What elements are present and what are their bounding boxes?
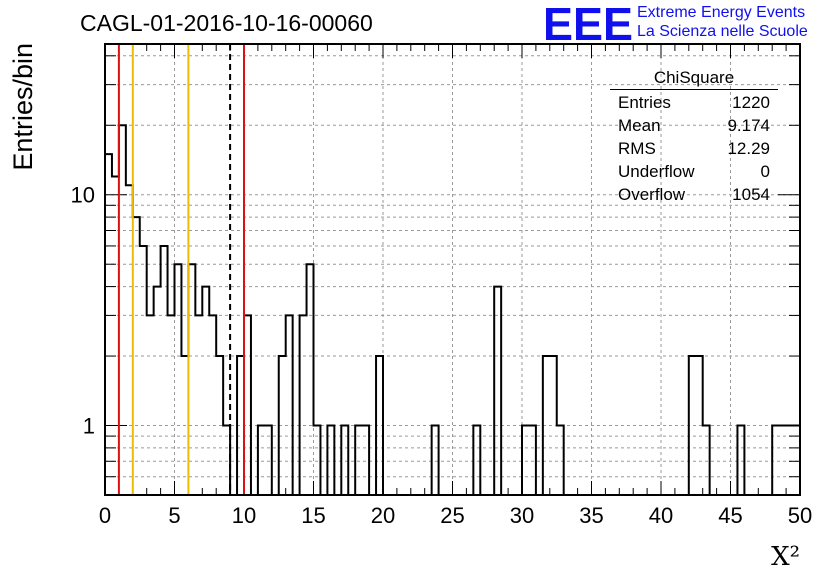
stats-value: 1054 — [732, 185, 770, 204]
stats-label: Overflow — [618, 185, 686, 204]
y-tick-label: 10 — [71, 183, 95, 208]
x-tick-label: 50 — [788, 503, 812, 528]
x-tick-label: 35 — [579, 503, 603, 528]
x-tick-label: 10 — [232, 503, 256, 528]
stats-row: Mean 9.174 — [610, 114, 778, 137]
x-tick-label: 25 — [440, 503, 464, 528]
stats-label: Underflow — [618, 162, 695, 181]
logo-line-2: La Scienza nelle Scuole — [637, 23, 808, 40]
stats-value: 12.29 — [727, 139, 770, 158]
stats-label: Mean — [618, 116, 661, 135]
stats-row: Entries 1220 — [610, 91, 778, 114]
stats-title: ChiSquare — [610, 68, 778, 90]
stats-label: RMS — [618, 139, 656, 158]
x-tick-label: 20 — [371, 503, 395, 528]
stats-value: 1220 — [732, 93, 770, 112]
plot-frame — [104, 43, 801, 496]
x-tick-labels: 0 5 10 15 20 25 30 35 40 45 50 — [99, 503, 812, 528]
x-tick-label: 45 — [718, 503, 742, 528]
y-tick-label: 1 — [83, 414, 95, 439]
stats-box: ChiSquare Entries 1220 Mean 9.174 RMS 12… — [610, 68, 778, 206]
x-tick-label: 0 — [99, 503, 111, 528]
page-title: CAGL-01-2016-10-16-00060 — [80, 10, 373, 36]
stats-value: 0 — [760, 162, 770, 181]
stats-row: Underflow 0 — [610, 160, 778, 183]
x-tick-label: 40 — [649, 503, 673, 528]
y-axis-label: Entries/bin — [8, 43, 38, 171]
x-tick-label: 15 — [301, 503, 325, 528]
stats-row: Overflow 1054 — [610, 183, 778, 206]
stats-label: Entries — [618, 93, 671, 112]
logo-line-1: Extreme Energy Events — [637, 4, 806, 21]
x-axis-label: X² — [771, 542, 800, 572]
svg-text:EEE: EEE — [543, 2, 633, 44]
y-tick-labels: 1 10 — [71, 183, 95, 439]
eee-logo: EEE — [543, 2, 633, 44]
stats-row: RMS 12.29 — [610, 137, 778, 160]
stats-value: 9.174 — [727, 116, 770, 135]
x-tick-label: 5 — [168, 503, 180, 528]
reference-lines — [117, 44, 245, 495]
logo-caption: Extreme Energy Events La Scienza nelle S… — [637, 3, 808, 41]
x-tick-label: 30 — [510, 503, 534, 528]
